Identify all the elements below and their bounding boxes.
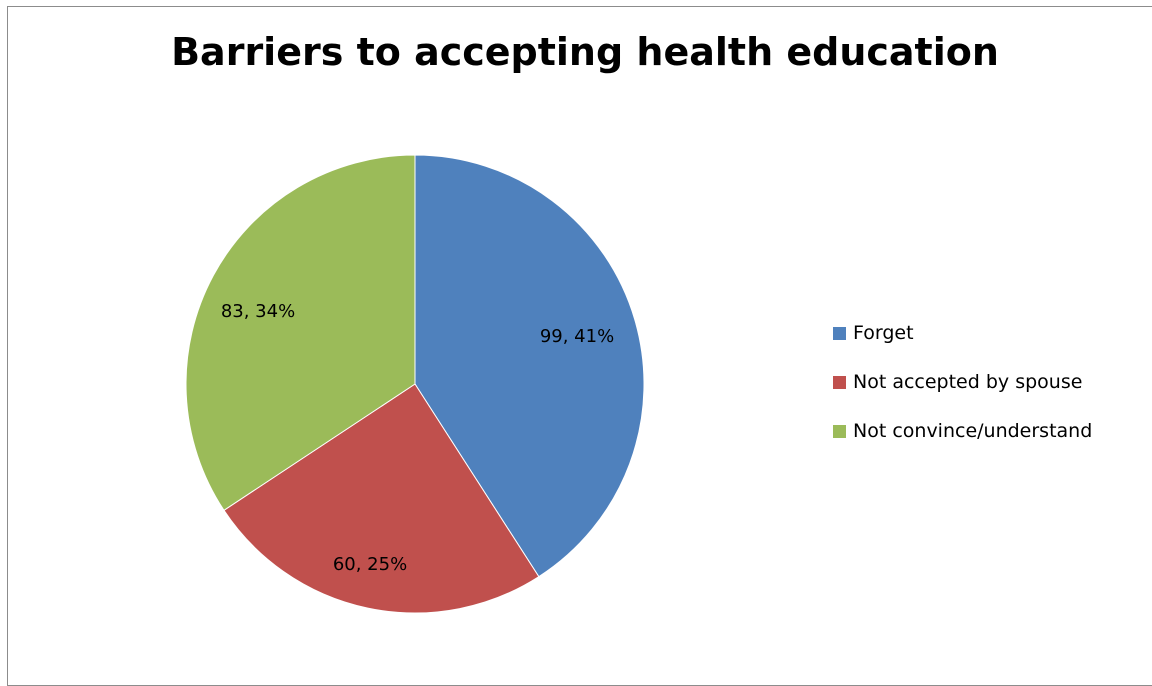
data-label-forget: 99, 41%: [540, 326, 614, 347]
legend-label-not-convince-understand: Not convince/understand: [853, 420, 1093, 442]
legend-item-not-accepted-by-spouse: Not accepted by spouse: [833, 369, 1092, 395]
data-label-not-convince-understand: 83, 34%: [221, 301, 295, 322]
pie-slice-not-accepted-by-spouse: [223, 383, 540, 614]
legend-item-forget: Forget: [833, 320, 1092, 346]
legend-swatch-not-accepted-by-spouse: [833, 375, 846, 389]
legend-item-not-convince-understand: Not convince/understand: [833, 418, 1092, 444]
data-label-not-accepted-by-spouse: 60, 25%: [333, 554, 407, 575]
legend: Forget Not accepted by spouse Not convin…: [833, 320, 1092, 467]
pie-slice-forget: [414, 154, 645, 578]
legend-swatch-forget: [833, 326, 846, 340]
legend-label-forget: Forget: [853, 322, 914, 344]
chart-title: Barriers to accepting health education: [171, 30, 999, 74]
pie-slice-not-convince-understand: [185, 154, 416, 511]
legend-label-not-accepted-by-spouse: Not accepted by spouse: [853, 371, 1083, 393]
legend-swatch-not-convince-understand: [833, 424, 846, 438]
